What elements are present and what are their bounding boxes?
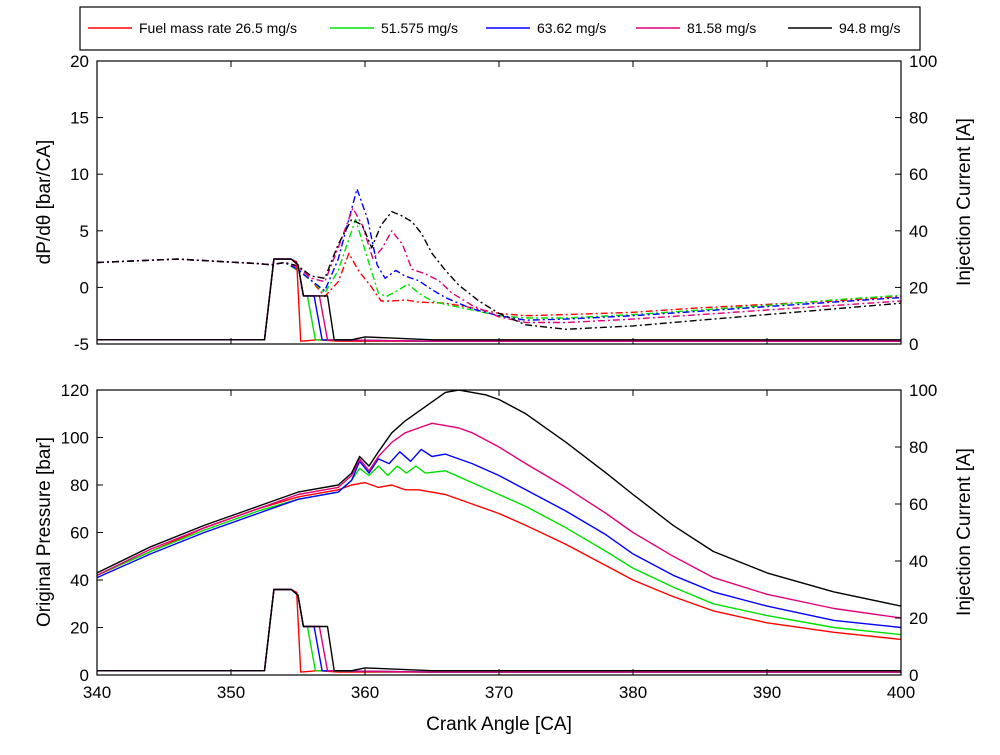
bottom-y2-tick-label: 0 [909,666,918,685]
top-y2-tick-label: 100 [909,52,937,71]
top-series-current-7 [97,258,901,342]
top-y2-tick-label: 80 [909,109,928,128]
bottom-series-main-4 [97,390,901,607]
legend: Fuel mass rate 26.5 mg/s 51.575 mg/s 63.62… [79,6,921,51]
legend-label: 51.575 mg/s [381,20,458,36]
top-series-main-2 [97,188,901,321]
x-axis-label: Crank Angle [CA] [426,714,572,735]
bottom-y2-tick-label: 80 [909,438,928,457]
bottom-y-tick-label: 0 [80,666,89,685]
bottom-series-current-9 [97,588,901,672]
top-plot-frame [96,60,902,345]
top-y-axis-label: dP/dθ [bar/CA] [34,140,55,265]
top-y-tick-label: 0 [80,278,89,297]
bottom-y-tick-label: 40 [70,571,89,590]
legend-label: 94.8 mg/s [839,20,900,36]
top-series-current-9 [97,258,901,341]
top-y-tick-label: 20 [70,52,89,71]
top-y-tick-label: -5 [74,335,89,354]
x-tick-label: 350 [217,683,245,702]
top-series-main-1 [97,218,901,319]
top-series-current-8 [97,258,901,342]
top-y2-tick-label: 0 [909,335,918,354]
top-y-tick-label: 5 [80,222,89,241]
legend-label: 63.62 mg/s [537,20,606,36]
x-tick-label: 360 [351,683,379,702]
bottom-series-main-2 [97,448,901,629]
legend-label: Fuel mass rate 26.5 mg/s [139,20,297,36]
top-y2-axis-label: Injection Current [A] [954,118,975,286]
bottom-series-main-0 [97,481,901,641]
bottom-series-current-6 [97,588,901,673]
bottom-y-tick-label: 60 [70,524,89,543]
bottom-y2-tick-label: 20 [909,609,928,628]
x-tick-label: 380 [619,683,647,702]
top-series-current-6 [97,258,901,342]
x-tick-label: 370 [485,683,513,702]
top-series-main-4 [97,210,901,330]
legend-label: 81.58 mg/s [687,20,756,36]
bottom-y-tick-label: 100 [61,429,89,448]
bottom-y-tick-label: 120 [61,381,89,400]
bottom-series-current-5 [97,588,901,673]
x-tick-label: 390 [753,683,781,702]
bottom-y-axis-label: Original Pressure [bar] [34,437,55,627]
bottom-series-current-8 [97,588,901,673]
x-tick-label: 400 [887,683,915,702]
top-series-current-5 [97,258,901,342]
bottom-y-tick-label: 20 [70,619,89,638]
bottom-y-tick-label: 80 [70,476,89,495]
top-series-main-3 [97,207,901,324]
bottom-series-main-3 [97,422,901,619]
top-series-main-0 [97,252,901,317]
bottom-y2-tick-label: 100 [909,381,937,400]
top-y2-tick-label: 20 [909,278,928,297]
top-y-tick-label: 15 [70,109,89,128]
top-y2-tick-label: 60 [909,165,928,184]
bottom-y2-tick-label: 40 [909,552,928,571]
top-y-tick-label: 10 [70,165,89,184]
bottom-series-current-7 [97,588,901,673]
top-y2-tick-label: 40 [909,222,928,241]
x-tick-label: 340 [83,683,111,702]
top-panel: -5 0 5 10 15 20 0 20 40 60 80 100 dP/dθ [bar/CA] In… [34,52,975,354]
bottom-panel: 340 350 360 370 380 390 4000204060801001200204… [34,381,975,735]
bottom-y2-tick-label: 60 [909,495,928,514]
bottom-plot-frame [96,389,902,676]
bottom-y2-axis-label: Injection Current [A] [954,448,975,616]
